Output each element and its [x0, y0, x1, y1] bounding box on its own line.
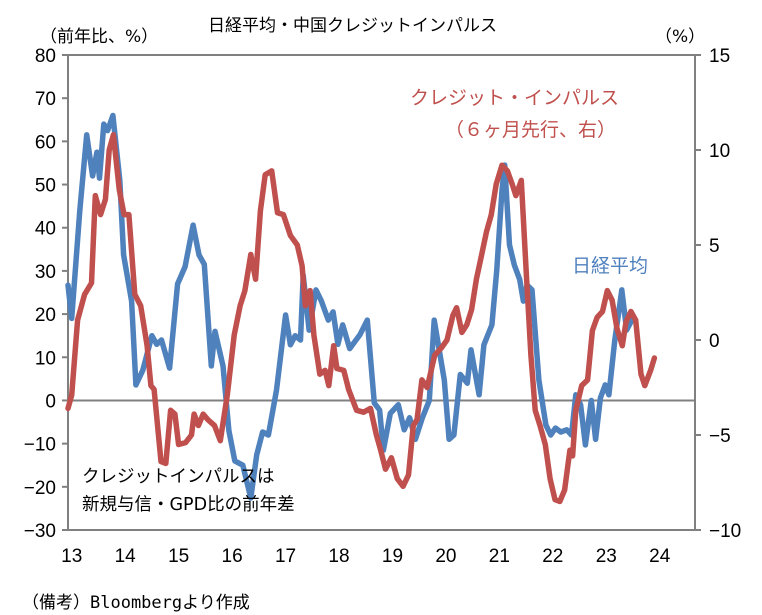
right-tick-label: 15: [709, 46, 730, 67]
chart-title: 日経平均・中国クレジットインパルス: [208, 16, 497, 36]
right-axis-unit: （%）: [655, 27, 705, 47]
x-tick-label: 15: [168, 546, 189, 567]
right-tick-label: 5: [709, 236, 720, 257]
x-tick-label: 19: [382, 546, 403, 567]
right-tick-label: −10: [709, 521, 741, 542]
right-tick-label: −5: [709, 426, 731, 447]
x-tick-label: 13: [61, 546, 82, 567]
x-tick-label: 18: [328, 546, 349, 567]
left-tick-label: 20: [35, 305, 56, 326]
left-tick-label: 40: [35, 219, 56, 240]
series-layer: [65, 112, 658, 505]
x-tick-label: 21: [489, 546, 510, 567]
axes: [67, 54, 696, 531]
credit-impulse-label-line2: （６ヶ月先行、右）: [445, 119, 616, 141]
nikkei-series-line: [65, 112, 635, 501]
x-tick-label: 20: [435, 546, 456, 567]
x-axis-ticks: 13 14 15 16 17 18 19 20 21 22 23 24: [61, 546, 671, 567]
x-tick-label: 14: [115, 546, 137, 567]
nikkei-label: 日経平均: [572, 255, 648, 277]
credit-impulse-points: [67, 134, 655, 502]
left-tick-label: −30: [24, 521, 56, 542]
credit-impulse-label-line1: クレジット・インパルス: [410, 87, 619, 109]
left-tick-label: 50: [35, 176, 56, 197]
left-tick-label: −20: [24, 478, 56, 499]
left-tick-label: 0: [45, 391, 56, 412]
left-tick-label: −10: [24, 435, 56, 456]
right-axis-ticks: 15 10 5 0 −5 −10: [695, 46, 741, 542]
right-tick-label: 0: [709, 331, 720, 352]
left-tick-label: 60: [35, 132, 56, 153]
left-tick-label: 70: [35, 89, 56, 110]
left-axis-unit: （前年比、%）: [40, 27, 158, 47]
x-tick-label: 24: [649, 546, 671, 567]
x-tick-label: 23: [596, 546, 617, 567]
x-tick-label: 16: [222, 546, 243, 567]
left-tick-label: 10: [35, 348, 56, 369]
x-tick-label: 22: [542, 546, 563, 567]
note-line1: クレジットインパルスは: [82, 467, 275, 487]
right-tick-label: 10: [709, 141, 730, 162]
nikkei-points: [67, 115, 632, 499]
left-tick-label: 80: [35, 46, 56, 67]
left-tick-label: 30: [35, 262, 56, 283]
note-line2: 新規与信・GPD比の前年差: [82, 495, 295, 515]
left-axis-ticks: 80 70 60 50 40 30 20 10 0 −10 −20 −30: [24, 46, 68, 542]
x-tick-label: 17: [275, 546, 296, 567]
credit-impulse-series-line: [65, 132, 658, 505]
source-note: （備考）Bloombergより作成: [22, 593, 250, 613]
